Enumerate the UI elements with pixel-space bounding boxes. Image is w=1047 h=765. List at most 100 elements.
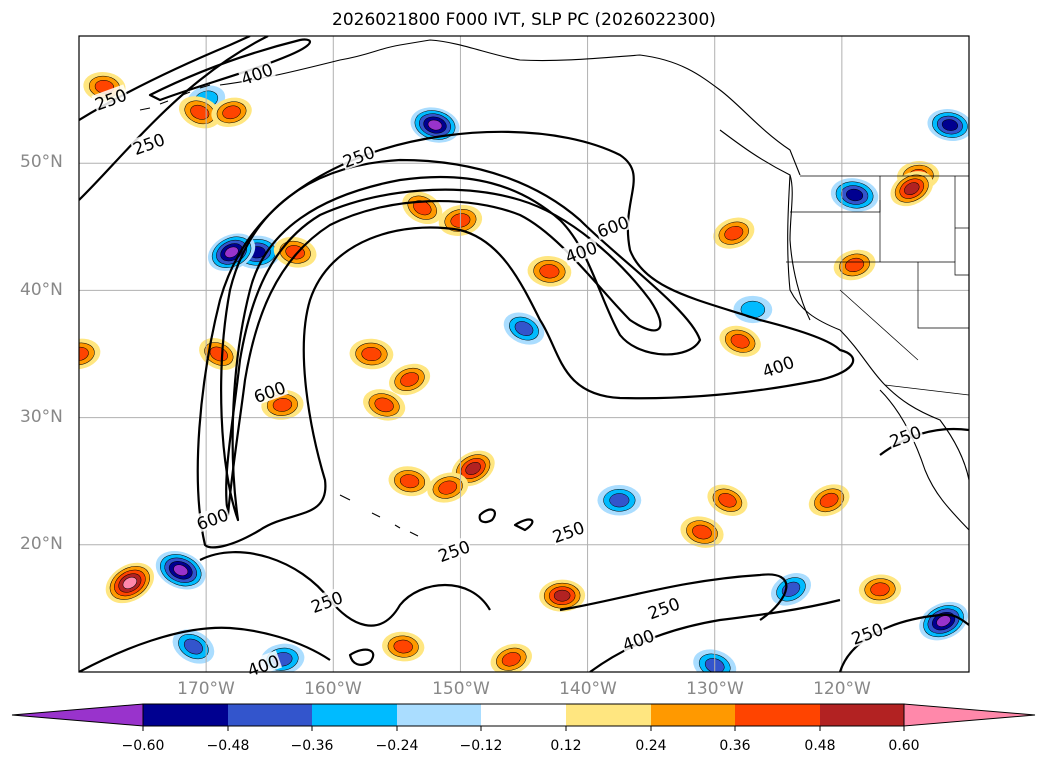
anomaly-contour-fill xyxy=(190,104,210,120)
contour-label-background xyxy=(549,516,588,546)
lat-label-40n: 40°N xyxy=(20,280,63,300)
lon-label-140w: 140°W xyxy=(559,679,617,699)
negative-anomaly-cell xyxy=(155,551,206,590)
contour-label: 400 xyxy=(620,626,657,656)
baja-coast xyxy=(879,389,969,531)
anomaly-contour-fill xyxy=(465,462,481,475)
contour-label-background xyxy=(339,141,378,171)
contour-label: 400 xyxy=(239,60,276,90)
hawaii-islands xyxy=(339,494,446,553)
positive-anomaly-cell xyxy=(105,562,154,604)
anomaly-contour-fill xyxy=(272,398,293,412)
negative-anomaly-cell xyxy=(597,485,642,516)
contour-label-background xyxy=(886,421,925,451)
positive-anomaly-cell xyxy=(890,171,934,207)
alaska-coast xyxy=(219,39,801,176)
colorbar xyxy=(11,703,1036,731)
anomaly-contour-fill xyxy=(846,188,864,202)
contour-250-southeast xyxy=(559,573,788,621)
map-frame xyxy=(78,35,970,673)
colorbar-bin-neg024 xyxy=(397,704,481,726)
colorbar-label-neg060: −0.60 xyxy=(121,738,165,754)
anomaly-contour-fill xyxy=(399,474,420,489)
bc-coast xyxy=(719,129,811,321)
contour-label-background xyxy=(237,58,276,88)
anomaly-contour-fill xyxy=(222,105,241,120)
positive-anomaly-cell xyxy=(389,363,431,396)
contour-label-background xyxy=(307,586,346,616)
positive-anomaly-cell xyxy=(178,96,221,129)
contour-label: 250 xyxy=(309,588,346,618)
anomaly-contour-fill xyxy=(122,576,138,589)
colorbar-bin-pos012 xyxy=(566,704,651,726)
anomaly-contour-fill xyxy=(553,589,571,602)
us-west-coast xyxy=(787,174,969,481)
colorbar-label-pos024: 0.24 xyxy=(635,738,667,754)
anomaly-contour-fill xyxy=(173,564,189,576)
anomaly-contour-fill xyxy=(374,397,394,413)
anomaly-contour-fill xyxy=(904,182,920,195)
anomaly-contour-fill xyxy=(718,493,737,508)
anomaly-contour-fill xyxy=(438,480,458,495)
contour-label: 250 xyxy=(849,620,886,650)
lon-label-170w: 170°W xyxy=(177,679,235,699)
positive-anomaly-cell xyxy=(680,516,724,548)
aleutian-chain xyxy=(139,84,211,111)
colorbar-label-neg036: −0.36 xyxy=(290,738,334,754)
colorbar-label-neg048: −0.48 xyxy=(206,738,250,754)
anomaly-contour-fill xyxy=(361,346,382,362)
colorbar-label-neg012: −0.12 xyxy=(459,738,503,754)
colorbar-label-pos048: 0.48 xyxy=(804,738,836,754)
anomaly-contour-fill xyxy=(183,638,203,655)
positive-anomaly-cell xyxy=(388,466,431,497)
contour-400-south xyxy=(79,626,331,672)
slp-contours xyxy=(79,36,969,672)
positive-anomaly-cell xyxy=(833,249,876,281)
positive-anomaly-cell xyxy=(363,389,406,421)
colorbar-label-pos036: 0.36 xyxy=(719,738,751,754)
lat-label-30n: 30°N xyxy=(20,407,63,427)
positive-anomaly-cell xyxy=(427,472,469,503)
negative-anomaly-cell xyxy=(927,109,969,142)
lon-label-160w: 160°W xyxy=(304,679,362,699)
contour-small-loop-2 xyxy=(348,648,375,666)
anomaly-contour-fill xyxy=(224,246,239,258)
contour-small-loop-1 xyxy=(513,518,534,532)
anomaly-contour-fill xyxy=(400,372,419,387)
contour-250-east xyxy=(838,613,969,672)
anomaly-contour-fill xyxy=(724,225,744,241)
colorbar-bin-pos048 xyxy=(820,704,904,726)
positive-anomaly-cell xyxy=(707,484,748,516)
colorbar-bin-pos036 xyxy=(735,704,820,726)
negative-anomaly-cell xyxy=(207,233,256,272)
contour-label-background xyxy=(758,351,797,381)
anomaly-contour-fill xyxy=(539,264,560,279)
colorbar-bin-neutral xyxy=(481,704,566,726)
colorbar-bin-pos024 xyxy=(651,704,735,726)
contour-400-main-arc xyxy=(220,158,702,522)
anomaly-contour-fill xyxy=(692,524,712,540)
colorbar-label-neg024: −0.24 xyxy=(375,738,419,754)
coastlines xyxy=(139,39,969,553)
contour-label-background xyxy=(561,237,600,266)
negative-anomaly-cell xyxy=(733,295,773,324)
contour-400-northwest xyxy=(148,38,312,102)
us-mexico-border xyxy=(884,384,969,396)
anomaly-contour-fill xyxy=(609,493,630,508)
contour-label: 600 xyxy=(595,213,632,243)
contour-250-south xyxy=(199,551,491,627)
contour-label: 250 xyxy=(436,537,473,567)
contour-label-background xyxy=(91,84,130,113)
contour-label-background xyxy=(250,376,289,406)
positive-anomaly-cell xyxy=(211,97,252,128)
lon-label-130w: 130°W xyxy=(686,679,744,699)
colorbar-frame xyxy=(142,703,905,727)
contour-label: 250 xyxy=(340,143,377,173)
positive-anomaly-cell xyxy=(382,631,425,662)
contour-label: 250 xyxy=(550,518,587,548)
contour-label: 250 xyxy=(646,594,683,624)
contour-label-background xyxy=(129,128,168,158)
contour-label: 400 xyxy=(563,238,600,268)
anomaly-contour-fill xyxy=(845,257,865,272)
lon-label-120w: 120°W xyxy=(813,679,871,699)
